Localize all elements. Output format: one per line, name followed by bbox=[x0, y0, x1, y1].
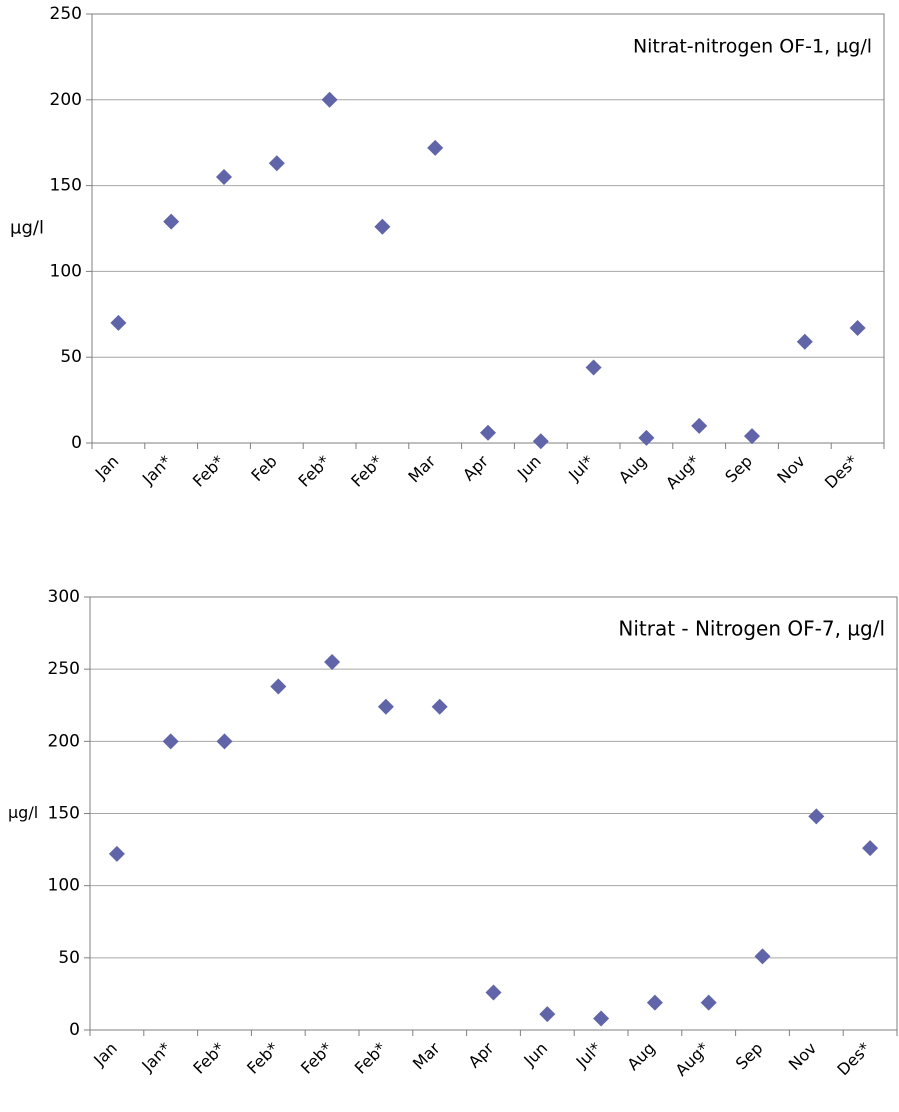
x-tick-label: Feb* bbox=[297, 1039, 336, 1078]
point bbox=[849, 320, 866, 337]
point bbox=[374, 218, 391, 235]
y-tick-label: 100 bbox=[48, 876, 80, 896]
x-tick-label: Aug bbox=[615, 452, 651, 488]
x-tick-label: Feb* bbox=[243, 1039, 282, 1078]
point bbox=[593, 1010, 610, 1027]
point bbox=[585, 359, 602, 376]
x-tick-label: Nov bbox=[785, 1039, 821, 1075]
y-axis-label: µg/l bbox=[10, 218, 44, 239]
point bbox=[431, 698, 448, 715]
x-tick-label: Jan bbox=[91, 452, 123, 484]
x-tick-label: Sep bbox=[732, 1039, 767, 1074]
point bbox=[754, 948, 771, 965]
y-tick-label: 250 bbox=[48, 659, 80, 679]
point bbox=[532, 433, 549, 450]
x-tick-label: Des* bbox=[821, 452, 862, 493]
point bbox=[646, 994, 663, 1011]
x-tick-label: Apr bbox=[459, 451, 492, 484]
x-tick-label: Feb* bbox=[351, 1039, 390, 1078]
y-tick-label: 50 bbox=[58, 948, 80, 968]
point bbox=[480, 424, 496, 441]
y-tick-label: 250 bbox=[50, 4, 82, 24]
x-tick-label: Aug* bbox=[672, 1039, 713, 1080]
x-tick-label: Jul* bbox=[564, 452, 597, 485]
y-tick-label: 200 bbox=[48, 731, 80, 751]
x-tick-label: Sep bbox=[721, 452, 756, 487]
point bbox=[108, 845, 125, 862]
point bbox=[110, 314, 127, 331]
y-axis-label: µg/l bbox=[8, 803, 38, 822]
x-tick-label: Jun bbox=[513, 452, 545, 484]
point bbox=[744, 428, 760, 445]
x-tick-label: Jul* bbox=[572, 1039, 605, 1072]
y-tick-label: 0 bbox=[71, 433, 82, 453]
point bbox=[162, 733, 179, 750]
point bbox=[268, 155, 285, 172]
x-tick-label: Apr bbox=[464, 1038, 497, 1071]
x-tick-label: Feb* bbox=[294, 452, 333, 491]
x-tick-label: Feb* bbox=[189, 1039, 228, 1078]
x-tick-label: Feb* bbox=[347, 452, 386, 491]
y-tick-label: 300 bbox=[48, 587, 80, 607]
point bbox=[638, 429, 655, 446]
point bbox=[691, 417, 708, 434]
y-tick-label: 200 bbox=[50, 90, 82, 110]
point bbox=[216, 169, 232, 186]
x-tick-label: Jan* bbox=[138, 452, 175, 489]
x-tick-label: Aug* bbox=[662, 452, 703, 493]
annotation: Nitrat - Nitrogen OF-7, µg/l bbox=[618, 617, 885, 641]
point bbox=[808, 808, 825, 825]
x-tick-label: Mar bbox=[409, 1038, 444, 1073]
x-tick-label: Feb bbox=[247, 452, 280, 485]
annotation: Nitrat-nitrogen OF-1, µg/l bbox=[633, 36, 872, 58]
x-tick-label: Jan bbox=[89, 1039, 121, 1071]
x-tick-label: Feb* bbox=[189, 452, 228, 491]
x-tick-label: Aug bbox=[623, 1039, 659, 1075]
point bbox=[539, 1006, 556, 1023]
point bbox=[216, 733, 233, 750]
plot-frame bbox=[91, 13, 885, 444]
y-tick-label: 150 bbox=[48, 804, 80, 824]
point bbox=[163, 213, 180, 230]
x-tick-label: Mar bbox=[404, 451, 439, 486]
y-tick-label: 150 bbox=[50, 176, 82, 196]
y-tick-label: 0 bbox=[69, 1020, 80, 1040]
x-tick-label: Des* bbox=[833, 1039, 874, 1080]
point bbox=[321, 91, 338, 108]
x-tick-label: Nov bbox=[773, 452, 809, 488]
point bbox=[427, 139, 444, 156]
point bbox=[485, 984, 502, 1001]
point bbox=[862, 840, 879, 857]
point bbox=[324, 653, 341, 670]
point bbox=[700, 994, 717, 1011]
plot-frame bbox=[89, 596, 898, 1031]
x-tick-label: Jan* bbox=[137, 1039, 174, 1076]
point bbox=[377, 698, 394, 715]
y-tick-label: 50 bbox=[60, 347, 82, 367]
point bbox=[796, 333, 813, 350]
y-tick-label: 100 bbox=[50, 261, 82, 281]
point bbox=[270, 678, 287, 695]
x-tick-label: Jun bbox=[519, 1039, 551, 1071]
